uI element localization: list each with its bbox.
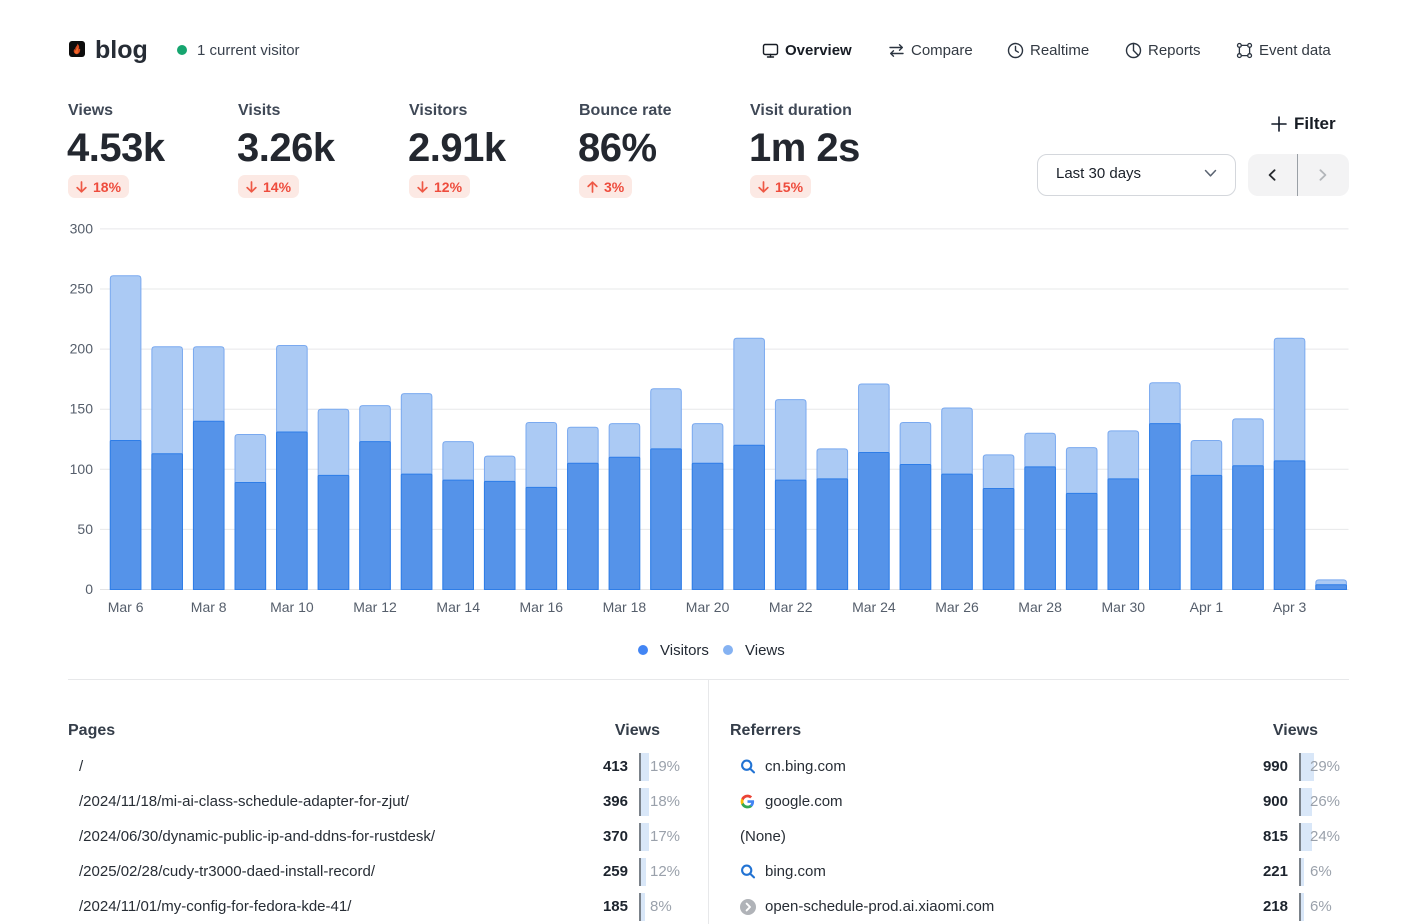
svg-text:100: 100	[70, 461, 94, 477]
svg-text:Mar 20: Mar 20	[686, 599, 730, 615]
svg-text:Mar 22: Mar 22	[769, 599, 813, 615]
svg-text:Mar 18: Mar 18	[603, 599, 647, 615]
svg-text:Mar 28: Mar 28	[1018, 599, 1062, 615]
svg-text:Mar 30: Mar 30	[1102, 599, 1146, 615]
svg-text:150: 150	[70, 401, 94, 417]
svg-text:Mar 24: Mar 24	[852, 599, 896, 615]
svg-text:300: 300	[70, 220, 94, 236]
svg-text:Mar 6: Mar 6	[108, 599, 144, 615]
svg-text:Mar 12: Mar 12	[353, 599, 397, 615]
svg-text:0: 0	[85, 581, 93, 597]
svg-text:Mar 8: Mar 8	[191, 599, 227, 615]
svg-text:250: 250	[70, 281, 94, 297]
svg-text:Mar 26: Mar 26	[935, 599, 979, 615]
svg-text:Apr 1: Apr 1	[1190, 599, 1224, 615]
svg-text:Mar 16: Mar 16	[520, 599, 564, 615]
svg-text:Apr 3: Apr 3	[1273, 599, 1307, 615]
svg-text:50: 50	[77, 521, 93, 537]
svg-text:Mar 10: Mar 10	[270, 599, 314, 615]
svg-text:Mar 14: Mar 14	[436, 599, 480, 615]
svg-text:200: 200	[70, 341, 94, 357]
